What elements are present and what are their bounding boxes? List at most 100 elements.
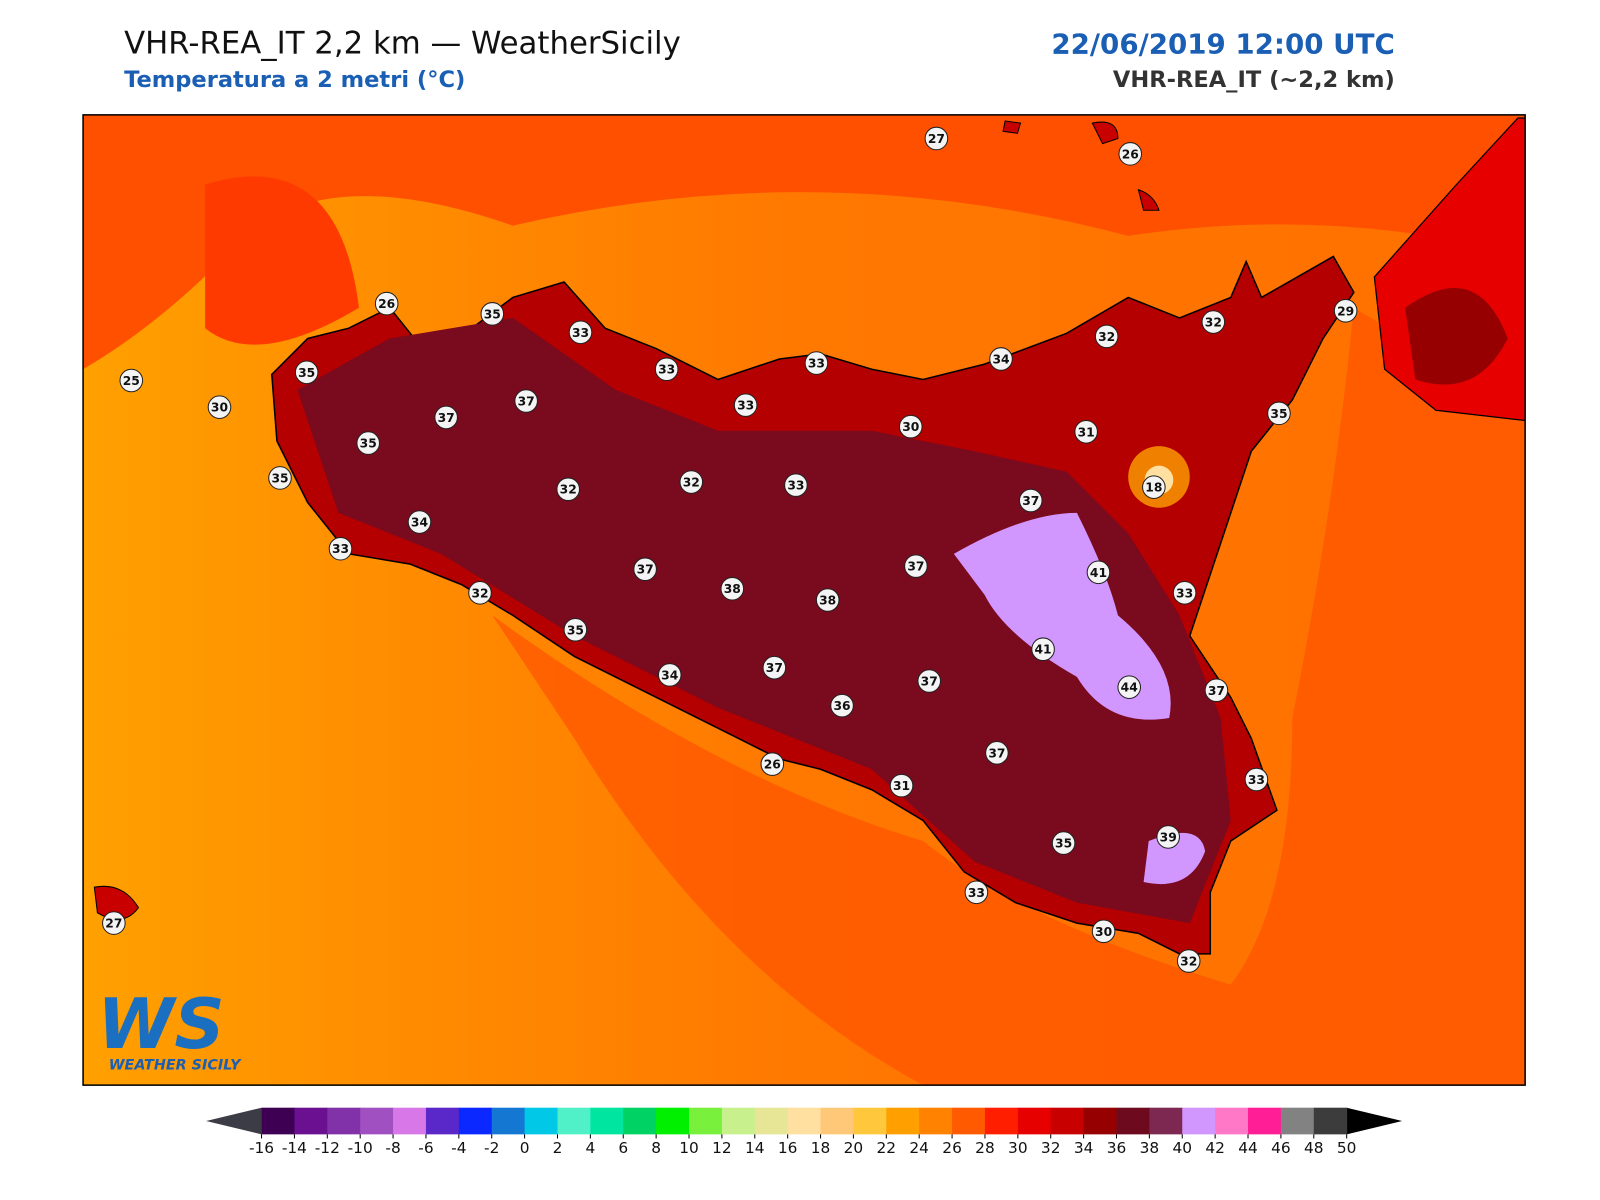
colorbar-box xyxy=(984,1107,1019,1135)
station: 37 xyxy=(917,669,942,693)
station: 33 xyxy=(804,351,829,375)
station-value: 33 xyxy=(332,542,349,556)
colorbar-label: 24 xyxy=(909,1139,929,1157)
station-value: 38 xyxy=(724,582,741,596)
colorbar-box xyxy=(393,1107,427,1135)
station: 34 xyxy=(657,663,682,687)
colorbar-label: 30 xyxy=(1008,1139,1028,1157)
station-value: 44 xyxy=(1121,681,1138,695)
station-value: 25 xyxy=(123,374,140,388)
colorbar-box xyxy=(491,1107,526,1135)
station: 38 xyxy=(815,588,840,612)
station: 18 xyxy=(1142,475,1166,499)
station-value: 32 xyxy=(560,483,577,497)
station-marker xyxy=(985,741,1009,765)
colorbar-box xyxy=(754,1107,789,1135)
station-value: 37 xyxy=(1208,684,1225,698)
station-marker xyxy=(407,510,432,534)
colorbar-label: 20 xyxy=(844,1139,864,1157)
station: 35 xyxy=(294,360,319,385)
station: 25 xyxy=(119,368,144,393)
station-value: 33 xyxy=(808,357,825,371)
station: 32 xyxy=(556,477,580,502)
colorbar-label: -16 xyxy=(249,1139,274,1157)
date: 22/06/2019 12:00 UTC xyxy=(1051,27,1394,60)
station-marker xyxy=(679,470,704,494)
station-value: 33 xyxy=(658,363,675,377)
station: 32 xyxy=(1176,949,1201,973)
colorbar-label: 6 xyxy=(618,1139,628,1157)
colorbar-box xyxy=(1215,1107,1249,1135)
station-marker xyxy=(1074,420,1098,444)
station-marker xyxy=(102,911,126,935)
station-marker xyxy=(1142,475,1166,499)
colorbar-under xyxy=(206,1107,262,1135)
station: 37 xyxy=(434,405,458,430)
station-value: 33 xyxy=(572,326,589,340)
colorbar-box xyxy=(787,1107,822,1135)
station-marker xyxy=(268,466,292,490)
station-value: 35 xyxy=(271,471,288,485)
station: 35 xyxy=(480,302,505,326)
colorbar-label: 36 xyxy=(1107,1139,1127,1157)
colorbar-label: 14 xyxy=(745,1139,765,1157)
station-marker xyxy=(1201,310,1226,334)
station-value: 18 xyxy=(1145,481,1162,495)
station: 30 xyxy=(207,395,232,419)
logo-mark: WS xyxy=(97,984,224,1065)
station-value: 35 xyxy=(1270,407,1287,421)
station-marker xyxy=(356,431,380,455)
station: 37 xyxy=(514,389,538,413)
station-value: 33 xyxy=(968,886,985,900)
colorbar-label: 22 xyxy=(877,1139,897,1157)
station-value: 35 xyxy=(360,437,377,451)
very-hot-south xyxy=(1143,832,1206,885)
islands xyxy=(93,120,1160,920)
station-marker xyxy=(1118,142,1143,166)
station-value: 37 xyxy=(921,675,938,689)
station: 36 xyxy=(830,693,854,718)
station-value: 34 xyxy=(661,668,678,682)
colorbar-label: 18 xyxy=(811,1139,831,1157)
station: 35 xyxy=(268,466,292,490)
station-marker xyxy=(294,360,319,385)
station: 33 xyxy=(1172,581,1197,605)
station-value: 37 xyxy=(438,411,455,425)
colorbar-label: -6 xyxy=(418,1139,433,1157)
station: 33 xyxy=(964,880,989,905)
station-marker xyxy=(917,669,942,693)
colorbar-label: 48 xyxy=(1304,1139,1324,1157)
colorbar-box xyxy=(1083,1107,1118,1135)
station: 37 xyxy=(1204,678,1229,703)
colorbar-label: -2 xyxy=(484,1139,499,1157)
station-marker xyxy=(480,302,505,326)
colorbar-label: 28 xyxy=(975,1139,995,1157)
station-marker xyxy=(784,473,808,497)
colorbar-box xyxy=(590,1107,624,1135)
station-value: 27 xyxy=(105,917,122,931)
colorbar-box xyxy=(294,1107,328,1135)
station-value: 33 xyxy=(787,479,804,493)
station: 33 xyxy=(784,473,808,497)
station-marker xyxy=(1172,581,1197,605)
southern-warm-sea xyxy=(492,307,1526,1086)
station-value: 39 xyxy=(1160,830,1177,844)
station-value: 26 xyxy=(764,758,781,772)
station-value: 37 xyxy=(518,395,535,409)
station-value: 32 xyxy=(1205,316,1222,330)
station: 38 xyxy=(720,576,745,601)
station-value: 33 xyxy=(1176,586,1193,600)
station-value: 27 xyxy=(928,132,945,146)
colorbar-box xyxy=(261,1107,295,1135)
colorbar-label: 38 xyxy=(1140,1139,1160,1157)
station-marker xyxy=(207,395,232,419)
colorbar-label: 40 xyxy=(1172,1139,1192,1157)
station: 41 xyxy=(1031,637,1055,662)
station-marker xyxy=(633,557,657,582)
colorbar-box xyxy=(425,1107,460,1135)
station-value: 37 xyxy=(637,563,654,577)
station-marker xyxy=(898,414,923,439)
logo-name: WEATHER SICILY xyxy=(109,1058,242,1074)
station: 35 xyxy=(1267,401,1291,426)
